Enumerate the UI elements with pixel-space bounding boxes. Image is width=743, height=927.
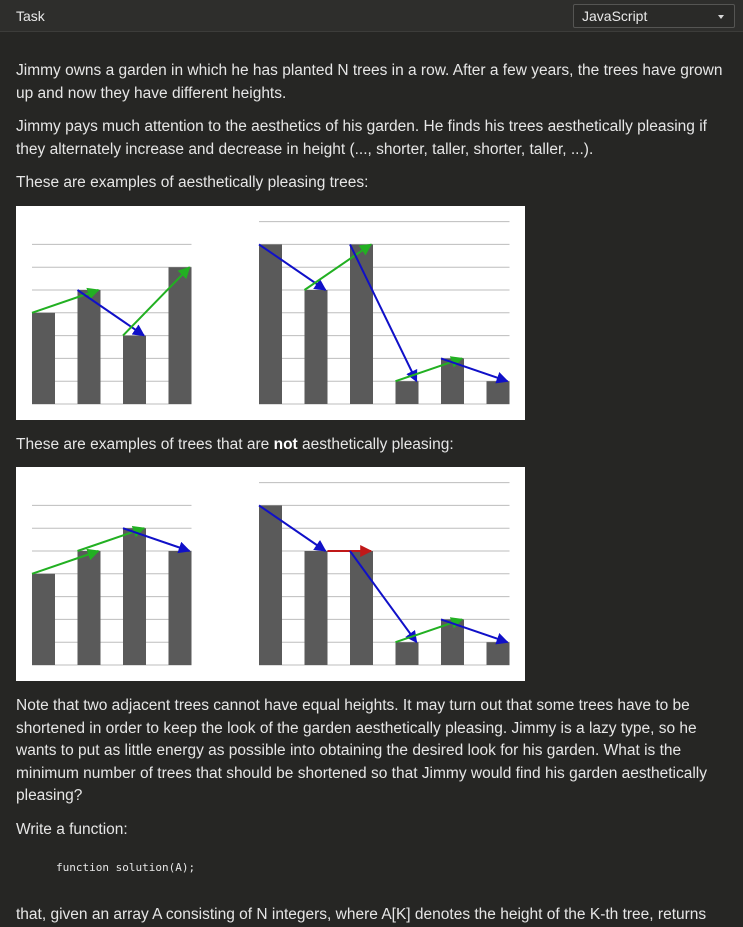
decrease-arrow [440, 618, 509, 645]
grid [32, 504, 192, 666]
function-signature: function solution(A); [56, 861, 196, 874]
paragraph-returns: that, given an array A consisting of N i… [16, 905, 707, 923]
tree-bar [441, 357, 464, 404]
task-header: Task JavaScript [0, 0, 743, 32]
language-select-value: JavaScript [582, 8, 648, 24]
language-select[interactable]: JavaScript [573, 4, 735, 28]
tree-bar [123, 335, 146, 404]
tree-bar [32, 312, 55, 404]
tree-bar [259, 243, 282, 404]
increase-arrow [122, 265, 191, 336]
tree-bar [395, 642, 419, 665]
paragraph-write-function: Write a function: [16, 820, 128, 838]
tree-bar [441, 619, 464, 665]
tree-bar [77, 289, 101, 404]
decrease-arrow [440, 356, 509, 383]
tree-bar [168, 266, 192, 404]
tree-bar [395, 380, 419, 404]
tree-bar [350, 243, 373, 404]
tree-bar [259, 505, 282, 665]
figure-pleasing-trees [16, 205, 525, 420]
figure-not-pleasing-trees [16, 467, 525, 681]
grid [259, 482, 510, 666]
paragraph-intro: Jimmy owns a garden in which he has plan… [16, 62, 723, 102]
not-pleasing-text-after: aesthetically pleasing: [297, 435, 454, 453]
increase-arrow [31, 548, 100, 575]
decrease-arrow [122, 527, 191, 554]
chevron-down-icon [718, 15, 724, 19]
decrease-arrow [76, 288, 145, 336]
not-pleasing-text-before: These are examples of trees that are [16, 435, 274, 453]
not-pleasing-emphasis: not [273, 435, 298, 453]
tree-bar [32, 573, 55, 665]
tree-bar [486, 380, 510, 404]
tree-bar [304, 551, 328, 665]
paragraph-aesthetics: Jimmy pays much attention to the aesthet… [16, 118, 707, 158]
grid [32, 243, 192, 404]
tree-bar [304, 289, 328, 404]
decrease-arrow [349, 243, 418, 382]
decrease-arrow [349, 550, 418, 644]
tree-bar [77, 551, 101, 665]
not-pleasing-trees-diagram [31, 482, 510, 666]
paragraph-not-pleasing-examples: These are examples of trees that are not… [16, 434, 726, 457]
pleasing-trees-diagram [31, 220, 510, 404]
task-label: Task [16, 8, 45, 24]
decrease-arrow [258, 504, 327, 552]
task-description: Jimmy owns a garden in which he has plan… [16, 60, 726, 927]
tree-bar [168, 551, 192, 665]
increase-arrow [31, 287, 100, 314]
paragraph-pleasing-examples: These are examples of aesthetically plea… [16, 174, 369, 191]
tree-bar [486, 642, 510, 665]
tree-bar [350, 551, 373, 665]
grid [259, 220, 510, 404]
increase-arrow [303, 243, 372, 291]
paragraph-problem-statement: Note that two adjacent trees cannot have… [16, 697, 707, 804]
tree-bar [123, 528, 146, 665]
